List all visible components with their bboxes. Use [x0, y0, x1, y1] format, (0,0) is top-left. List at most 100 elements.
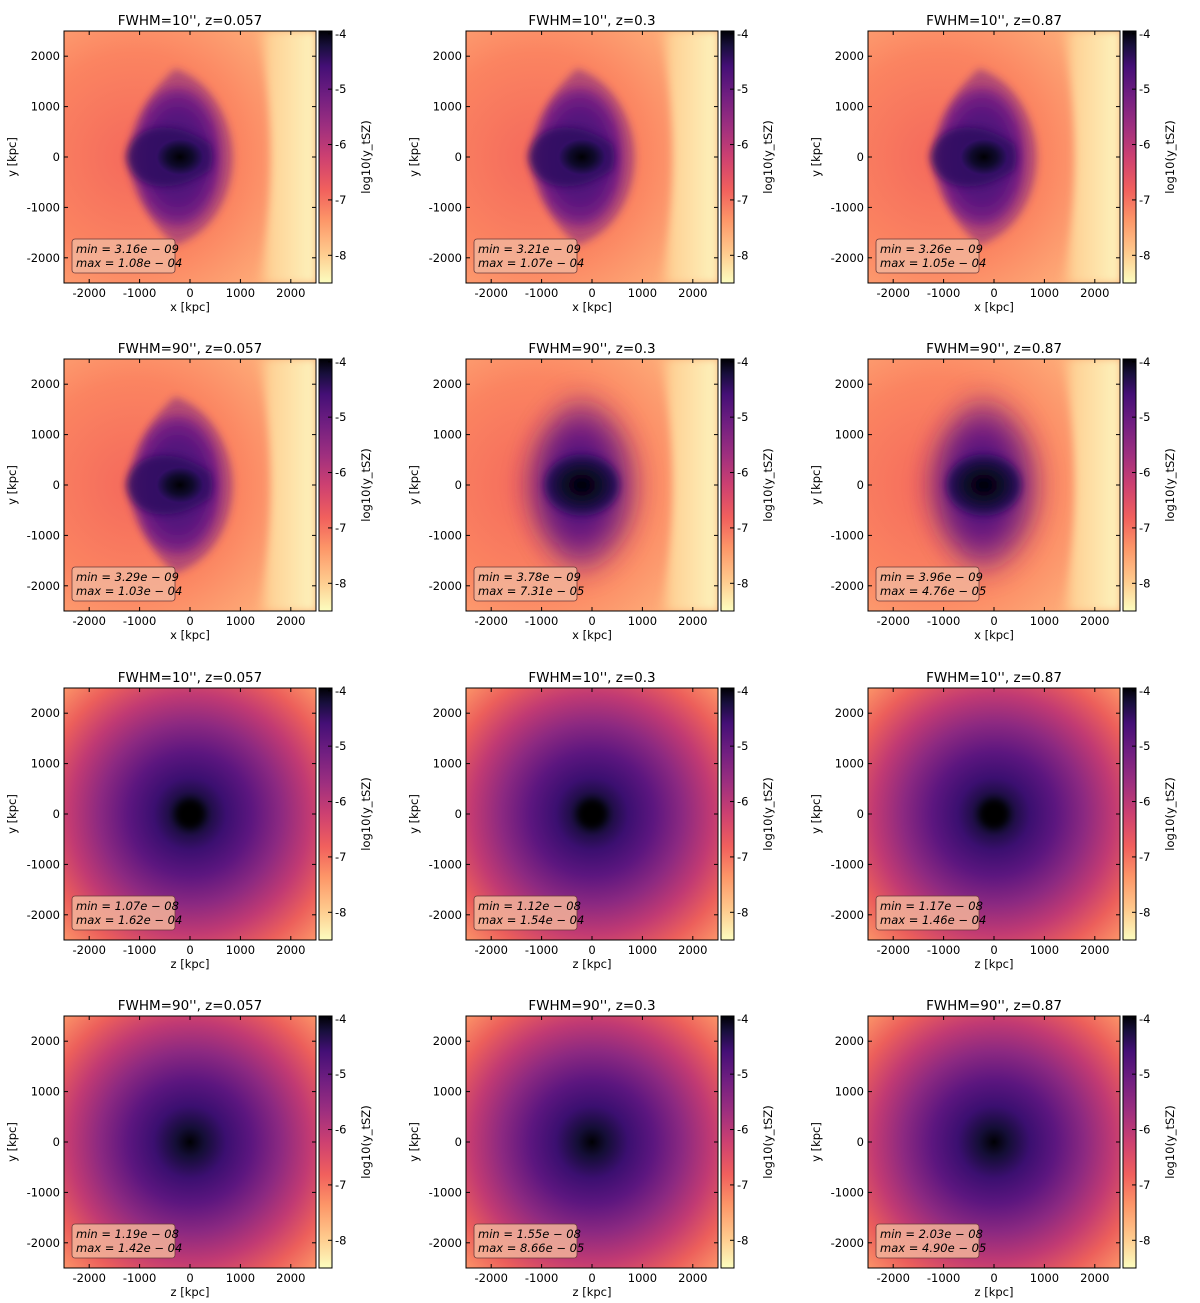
- panel: -2000 -2000 -1000 -1000 0 0 1000 1000 2000 2000 FW…: [407, 13, 775, 314]
- x-tick-label: 1000: [226, 614, 255, 628]
- heatmap-image: [64, 688, 316, 940]
- colorbar-tick-label: -8: [737, 1233, 748, 1247]
- max-value: max = 1.62e − 04: [76, 913, 182, 927]
- colorbar-tick-label: -4: [1139, 1012, 1150, 1026]
- x-tick-label: 0: [186, 286, 193, 300]
- colorbar-label: log10(y_tSZ): [359, 448, 373, 521]
- y-tick-label: 1000: [31, 100, 60, 114]
- x-tick-label: 0: [588, 1271, 595, 1285]
- stats-box: [875, 566, 980, 602]
- y-axis-label: y [kpc]: [5, 794, 19, 834]
- colorbar-tick-label: -7: [335, 193, 346, 207]
- y-tick-label: 0: [455, 478, 462, 492]
- heatmap-image: [868, 1016, 1120, 1268]
- panel: -2000 -2000 -1000 -1000 0 0 1000 1000 2000 2000 FW…: [5, 341, 373, 642]
- colorbar-tick-label: -7: [1139, 1178, 1150, 1192]
- colorbar-tick-label: -5: [737, 82, 748, 96]
- x-tick-label: -1000: [123, 1271, 156, 1285]
- colorbar-tick-label: -5: [335, 739, 346, 753]
- y-tick-label: 0: [53, 478, 60, 492]
- colorbar-tick-label: -5: [1139, 82, 1150, 96]
- y-tick-label: 2000: [31, 49, 60, 63]
- min-value: min = 3.78e − 09: [478, 570, 581, 584]
- y-tick-label: -1000: [429, 1185, 462, 1199]
- x-tick-label: -2000: [72, 286, 105, 300]
- colorbar-tick-label: -8: [335, 905, 346, 919]
- colorbar-label: log10(y_tSZ): [1163, 777, 1177, 850]
- colorbar: [720, 1015, 735, 1269]
- x-axis-label: z [kpc]: [171, 1285, 210, 1299]
- y-tick-label: 2000: [433, 706, 462, 720]
- colorbar-tick-label: -7: [335, 1178, 346, 1192]
- colorbar: [318, 1015, 333, 1269]
- colorbar-tick-label: -5: [335, 82, 346, 96]
- panel-title: FWHM=10'', z=0.3: [528, 670, 655, 686]
- x-tick-label: 0: [588, 286, 595, 300]
- panel-title: FWHM=90'', z=0.3: [528, 341, 655, 357]
- panel: -2000 -2000 -1000 -1000 0 0 1000 1000 2000 2000 FW…: [407, 670, 775, 971]
- y-axis-label: y [kpc]: [809, 1122, 823, 1162]
- colorbar-label: log10(y_tSZ): [761, 448, 775, 521]
- min-value: min = 1.55e − 08: [478, 1227, 581, 1241]
- y-axis-label: y [kpc]: [407, 794, 421, 834]
- shock-front: [255, 359, 316, 611]
- y-tick-label: -1000: [831, 1185, 864, 1199]
- colorbar: [1122, 30, 1137, 284]
- colorbar-label: log10(y_tSZ): [359, 777, 373, 850]
- y-tick-label: 0: [857, 478, 864, 492]
- x-tick-label: 2000: [678, 1271, 707, 1285]
- colorbar-tick-label: -4: [737, 684, 748, 698]
- panel-title: FWHM=10'', z=0.057: [118, 670, 262, 686]
- y-tick-label: -1000: [831, 857, 864, 871]
- min-value: min = 3.21e − 09: [478, 242, 581, 256]
- y-tick-label: 2000: [835, 377, 864, 391]
- heatmap-image: [466, 359, 718, 611]
- colorbar: [1122, 1015, 1137, 1269]
- panel: -2000 -2000 -1000 -1000 0 0 1000 1000 2000 2000 FW…: [5, 13, 373, 314]
- y-tick-label: -2000: [831, 1236, 864, 1250]
- shock-front: [657, 359, 718, 611]
- y-tick-label: 2000: [31, 377, 60, 391]
- x-tick-label: -1000: [525, 614, 558, 628]
- x-axis-label: x [kpc]: [572, 628, 612, 642]
- y-tick-label: -2000: [831, 908, 864, 922]
- x-tick-label: -1000: [927, 1271, 960, 1285]
- colorbar-label: log10(y_tSZ): [1163, 448, 1177, 521]
- stats-box: [875, 1223, 980, 1259]
- x-tick-label: -1000: [525, 943, 558, 957]
- x-tick-label: 1000: [628, 943, 657, 957]
- x-axis-label: x [kpc]: [974, 300, 1014, 314]
- x-tick-label: 0: [990, 614, 997, 628]
- y-tick-label: 1000: [31, 757, 60, 771]
- colorbar-tick-label: -8: [1139, 905, 1150, 919]
- y-tick-label: 2000: [433, 377, 462, 391]
- panel: -2000 -2000 -1000 -1000 0 0 1000 1000 2000 2000 FW…: [809, 13, 1177, 314]
- colorbar-label: log10(y_tSZ): [761, 777, 775, 850]
- stats-box: [473, 895, 578, 931]
- panel-title: FWHM=10'', z=0.057: [118, 13, 262, 29]
- x-tick-label: 2000: [1080, 943, 1109, 957]
- x-tick-label: -2000: [474, 943, 507, 957]
- x-tick-label: 2000: [678, 943, 707, 957]
- x-axis-label: x [kpc]: [170, 628, 210, 642]
- colorbar-label: log10(y_tSZ): [761, 120, 775, 193]
- colorbar-tick-label: -5: [737, 410, 748, 424]
- x-tick-label: -2000: [876, 614, 909, 628]
- colorbar-tick-label: -8: [335, 1233, 346, 1247]
- y-tick-label: 2000: [433, 1034, 462, 1048]
- y-tick-label: 0: [857, 150, 864, 164]
- y-axis-label: y [kpc]: [809, 137, 823, 177]
- x-tick-label: 1000: [226, 943, 255, 957]
- shock-front: [657, 31, 718, 283]
- y-tick-label: -2000: [429, 908, 462, 922]
- shock-front: [1059, 359, 1120, 611]
- x-tick-label: -2000: [876, 286, 909, 300]
- x-tick-label: 1000: [1030, 614, 1059, 628]
- x-tick-label: 0: [588, 943, 595, 957]
- stats-box: [71, 895, 176, 931]
- x-tick-label: 1000: [628, 286, 657, 300]
- y-tick-label: 1000: [433, 100, 462, 114]
- x-tick-label: 2000: [276, 1271, 305, 1285]
- x-tick-label: -1000: [123, 943, 156, 957]
